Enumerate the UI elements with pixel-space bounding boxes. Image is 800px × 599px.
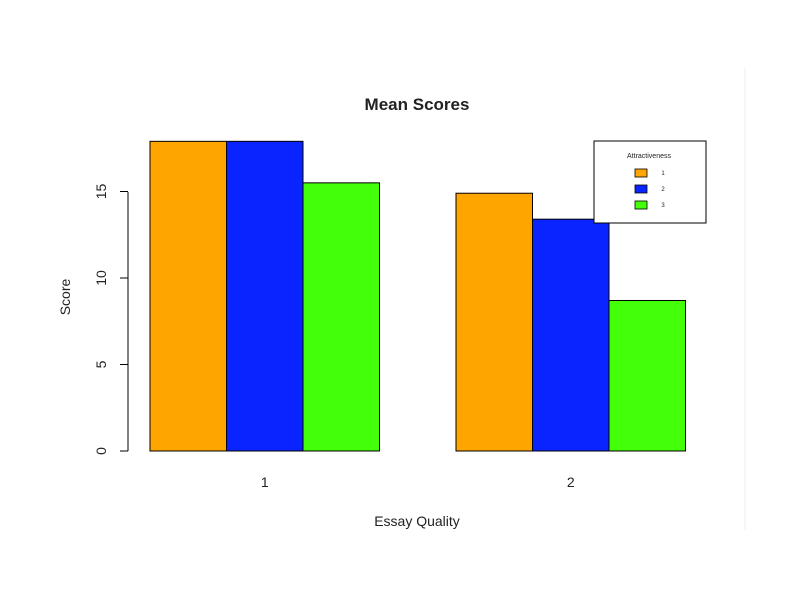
bar-quality-1-attractiveness-2	[226, 140, 304, 452]
y-tick-label: 5	[93, 360, 109, 368]
y-tick-label: 15	[93, 184, 109, 200]
y-axis-label: Score	[57, 279, 73, 316]
x-tick-label: 2	[567, 474, 575, 490]
bar-quality-2-attractiveness-1	[455, 192, 533, 452]
y-ticks: 0 5 10 15	[93, 184, 128, 455]
legend-label-2: 2	[661, 187, 665, 193]
bar-quality-2-attractiveness-3	[608, 299, 686, 452]
legend-items: 1 2 3	[634, 168, 665, 210]
bar-quality-2-attractiveness-2	[532, 218, 610, 452]
legend: Attractiveness 1 2 3	[593, 140, 707, 224]
bar-quality-1-attractiveness-1	[149, 140, 227, 452]
legend-box	[593, 140, 707, 224]
legend-swatch-2	[634, 184, 648, 194]
bar-quality-1-attractiveness-3	[302, 182, 380, 452]
bars	[149, 140, 686, 452]
legend-label-1: 1	[661, 171, 665, 177]
legend-swatch-3	[634, 200, 648, 210]
x-axis-label: Essay Quality	[374, 513, 460, 529]
legend-swatch-1	[634, 168, 648, 178]
y-tick-label: 10	[93, 270, 109, 286]
y-tick-label: 0	[93, 447, 109, 455]
legend-label-3: 3	[661, 203, 665, 209]
x-tick-label: 1	[261, 474, 269, 490]
chart-title: Mean Scores	[365, 95, 470, 114]
legend-title: Attractiveness	[627, 153, 671, 160]
